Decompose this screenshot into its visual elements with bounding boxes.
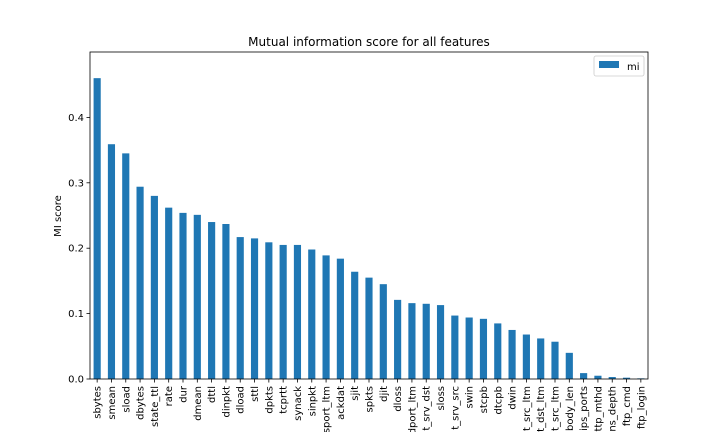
- bar-t_srv_src: [451, 315, 459, 379]
- bar-ackdat: [336, 258, 344, 379]
- legend-swatch: [599, 61, 619, 68]
- y-tick-label: 0.2: [68, 244, 84, 255]
- x-tick-label: dpkts: [264, 386, 275, 414]
- x-tick-label: dport_ltm: [407, 386, 418, 432]
- bar-dbytes: [136, 186, 144, 379]
- bar-t_srv_dst: [422, 303, 430, 379]
- x-tick-label: ips_ports: [579, 386, 590, 431]
- x-tick-label: spkts: [365, 386, 376, 412]
- x-tick-label: ftp_cmd: [622, 386, 633, 426]
- legend-label: mi: [627, 62, 640, 73]
- x-tick-label: t_srv_dst: [422, 386, 433, 431]
- bar-t_src_ltm: [522, 334, 530, 379]
- y-tick-label: 0.4: [68, 113, 84, 124]
- x-tick-label: sload: [121, 386, 132, 413]
- bar-state_ttl: [150, 195, 158, 379]
- bar-body_len: [565, 352, 573, 379]
- x-tick-label: sbytes: [93, 386, 104, 419]
- x-tick-label: tcprtt: [279, 386, 290, 414]
- bar-ftp_cmd: [622, 377, 631, 379]
- bar-dport_ltm: [408, 303, 416, 379]
- x-tick-label: sloss: [436, 386, 447, 411]
- x-tick-label: ttp_mthd: [593, 386, 604, 432]
- bar-ns_depth: [608, 377, 616, 379]
- bars-group: [93, 78, 645, 379]
- x-tick-label: synack: [293, 386, 304, 421]
- x-tick-label: sport_ltm: [322, 386, 333, 432]
- x-tick-label: smean: [107, 386, 118, 420]
- bar-stcpb: [479, 318, 488, 379]
- bar-sloss: [436, 305, 445, 379]
- x-tick-label: dwin: [508, 386, 519, 410]
- x-tick-label: sttl: [250, 386, 261, 402]
- y-tick-label: 0.3: [68, 178, 84, 189]
- y-ticks-group: 0.0 0.1 0.2 0.3 0.4: [68, 113, 90, 386]
- bar-ips_ports: [580, 373, 588, 379]
- x-tick-label: stcpb: [479, 386, 490, 413]
- x-tick-label: sinpkt: [307, 386, 318, 416]
- x-tick-label: dtcpb: [493, 386, 504, 414]
- y-tick-label: 0.1: [68, 309, 84, 320]
- chart-title: Mutual information score for all feature…: [248, 35, 490, 49]
- x-ticks-group: sbytes smean sload dbytes state_ttl rate dur dm…: [93, 379, 647, 432]
- bar-dtcpb: [494, 323, 502, 379]
- bar-sjit: [351, 271, 359, 379]
- y-axis-label: MI score: [53, 195, 64, 237]
- bar-dload: [236, 237, 244, 379]
- x-tick-label: dur: [179, 385, 190, 403]
- x-tick-label: dttl: [207, 386, 218, 403]
- bar-sinpkt: [308, 249, 316, 379]
- x-tick-label: sjit: [350, 386, 361, 401]
- bar-dur: [179, 212, 187, 379]
- bar-djit: [379, 284, 387, 379]
- x-tick-label: djit: [379, 386, 390, 402]
- bar-dloss: [394, 299, 402, 379]
- x-tick-label: t_src_ltm: [551, 386, 562, 431]
- bar-smean: [107, 144, 116, 379]
- bar-swin: [465, 317, 473, 379]
- bar-ttp_mthd: [594, 375, 602, 379]
- x-tick-label: dbytes: [136, 386, 147, 420]
- bar-dpkts: [265, 242, 273, 379]
- y-tick-label: 0.0: [68, 375, 84, 386]
- x-tick-label: ftp_login: [636, 386, 647, 429]
- bar-sport_ltm: [322, 255, 330, 379]
- bar-sbytes: [93, 78, 101, 379]
- bar-sttl: [250, 238, 259, 379]
- bar-rate: [165, 207, 173, 379]
- legend: mi: [593, 55, 645, 77]
- x-tick-label: ns_depth: [608, 386, 619, 432]
- x-tick-label: dinpkt: [221, 386, 232, 418]
- bar-tcprtt: [279, 244, 287, 379]
- bar-dttl: [208, 222, 216, 379]
- x-tick-label: dloss: [393, 386, 404, 412]
- bar-synack: [293, 244, 302, 379]
- x-tick-label: dmean: [193, 386, 204, 421]
- bar-sload: [122, 153, 130, 379]
- bar-t_src_ltm: [551, 341, 559, 379]
- plot-frame: [89, 51, 649, 380]
- x-tick-label: body_len: [565, 386, 576, 431]
- bar-spkts: [365, 277, 373, 379]
- x-tick-label: swin: [465, 386, 476, 409]
- x-tick-label: t_dst_ltm: [536, 386, 547, 432]
- x-tick-label: dload: [236, 386, 247, 414]
- bar-dinpkt: [222, 224, 230, 379]
- x-tick-label: t_src_ltm: [522, 386, 533, 431]
- x-tick-label: state_ttl: [150, 386, 161, 427]
- x-tick-label: rate: [164, 386, 175, 406]
- x-tick-label: ackdat: [336, 386, 347, 420]
- x-tick-label: t_srv_src: [450, 386, 461, 430]
- bar-t_dst_ltm: [537, 338, 545, 379]
- bar-dwin: [508, 329, 516, 379]
- bar-dmean: [193, 214, 201, 379]
